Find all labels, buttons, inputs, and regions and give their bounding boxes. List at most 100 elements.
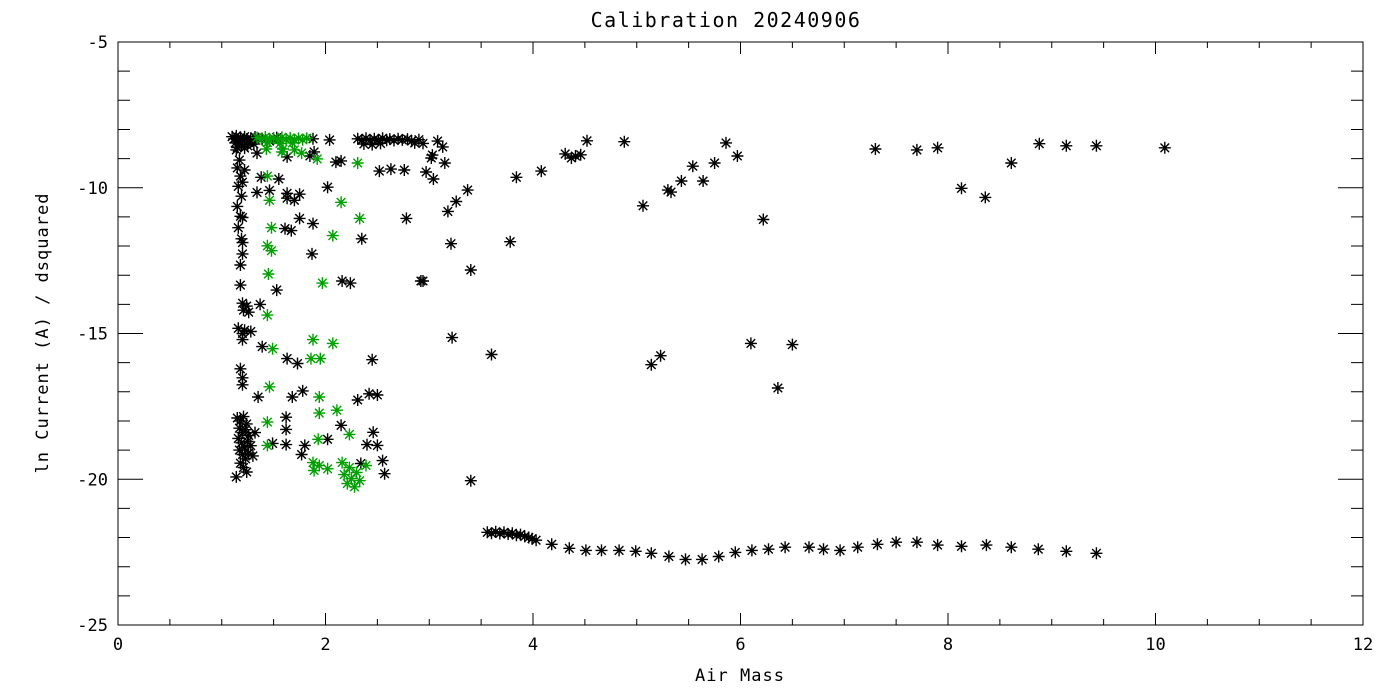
scatter-marker (230, 129, 243, 142)
scatter-marker (263, 184, 276, 197)
scatter-marker (293, 188, 306, 201)
scatter-marker (744, 337, 757, 350)
scatter-marker (323, 133, 336, 146)
scatter-marker (446, 331, 459, 344)
x-tick-label: 0 (113, 635, 123, 655)
scatter-marker (295, 448, 308, 461)
y-tick-label: -20 (77, 470, 108, 490)
scatter-marker (246, 134, 259, 147)
scatter-marker (285, 224, 298, 237)
scatter-marker (1090, 547, 1103, 560)
scatter-marker (295, 147, 308, 160)
scatter-marker (316, 277, 329, 290)
scatter-marker (265, 244, 278, 257)
scatter-marker (296, 133, 309, 146)
scatter-marker (431, 135, 444, 148)
scatter-marker (731, 150, 744, 162)
scatter-marker (280, 423, 293, 436)
scatter-marker (371, 439, 384, 452)
y-tick-label: -10 (77, 179, 108, 199)
scatter-marker (493, 527, 506, 540)
scatter-marker (675, 175, 688, 187)
scatter-marker (464, 474, 477, 487)
scatter-marker (292, 132, 305, 145)
scatter-marker (231, 200, 244, 213)
scatter-marker (779, 541, 792, 554)
scatter-marker (233, 422, 246, 435)
scatter-marker (526, 532, 538, 545)
scatter-marker (246, 449, 259, 462)
scatter-marker (980, 539, 993, 552)
scatter-marker (438, 157, 451, 169)
scatter-marker (373, 165, 386, 178)
scatter-marker (241, 435, 254, 448)
scatter-marker (234, 279, 247, 292)
scatter-marker (910, 143, 923, 156)
scatter-marker (273, 137, 286, 150)
scatter-marker (869, 143, 882, 155)
scatter-marker (414, 275, 427, 287)
scatter-marker (291, 357, 304, 370)
y-tick-label: -5 (88, 33, 108, 53)
x-tick-label: 8 (943, 635, 953, 655)
scatter-marker (502, 528, 515, 541)
scatter-marker (233, 444, 246, 457)
scatter-marker (374, 137, 387, 150)
scatter-marker (240, 133, 253, 146)
scatter-marker (244, 325, 257, 338)
scatter-marker (354, 457, 367, 470)
scatter-marker (239, 452, 252, 465)
scatter-marker (279, 222, 291, 235)
scatter-marker (238, 441, 251, 454)
scatter-marker (425, 152, 438, 164)
scatter-marker (280, 411, 293, 424)
scatter-marker (461, 184, 474, 197)
scatter-marker (545, 538, 558, 551)
scatter-marker (256, 340, 269, 353)
scatter-marker (504, 235, 517, 248)
scatter-marker (261, 439, 274, 452)
scatter-marker (307, 456, 319, 469)
scatter-marker (361, 438, 373, 451)
scatter-marker (445, 237, 457, 250)
scatter-marker (237, 461, 250, 474)
scatter-marker (353, 474, 366, 487)
scatter-marker (281, 352, 294, 365)
scatter-marker (260, 143, 273, 155)
scatter-marker (613, 544, 626, 557)
scatter-marker (408, 136, 421, 149)
scatter-marker (355, 134, 368, 147)
scatter-marker (890, 536, 903, 549)
scatter-marker (236, 297, 249, 310)
data-points (226, 129, 1171, 566)
scatter-marker (569, 150, 582, 162)
scatter-marker (696, 553, 709, 566)
scatter-marker (335, 154, 348, 167)
scatter-marker (565, 152, 578, 164)
scatter-marker (288, 194, 301, 207)
scatter-marker (236, 247, 249, 260)
scatter-marker (400, 212, 413, 225)
plot-frame (117, 41, 1364, 626)
scatter-marker (249, 426, 261, 439)
scatter-marker (235, 436, 248, 449)
scatter-marker (344, 277, 357, 290)
scatter-marker (559, 147, 572, 160)
scatter-marker (618, 135, 631, 148)
scatter-marker (910, 536, 923, 549)
x-tick-label: 6 (735, 635, 745, 655)
scatter-marker (300, 132, 313, 145)
scatter-marker (281, 192, 294, 205)
scatter-marker (851, 541, 864, 554)
scatter-marker (481, 526, 494, 539)
scatter-marker (280, 438, 293, 451)
scatter-marker (535, 165, 548, 178)
scatter-marker (355, 232, 368, 245)
scatter-marker (522, 531, 535, 544)
scatter-marker (665, 186, 677, 199)
scatter-marker (261, 136, 274, 149)
scatter-marker (366, 353, 379, 366)
x-axis-label: Air Mass (695, 666, 785, 686)
scatter-marker (345, 472, 358, 485)
